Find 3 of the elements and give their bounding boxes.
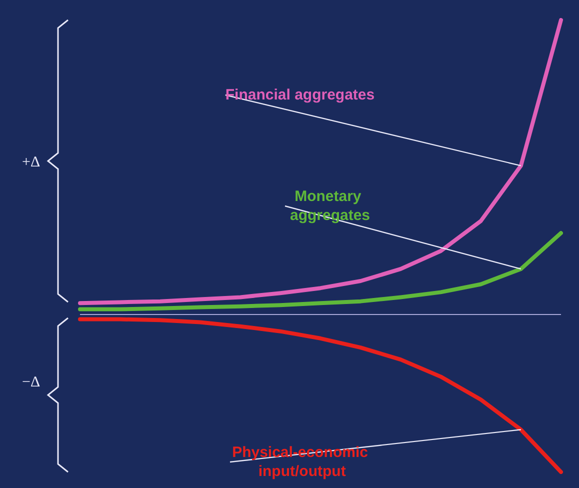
text: +Δ (22, 154, 40, 170)
text: Financial aggregates (225, 86, 375, 104)
text: −Δ (22, 374, 40, 390)
